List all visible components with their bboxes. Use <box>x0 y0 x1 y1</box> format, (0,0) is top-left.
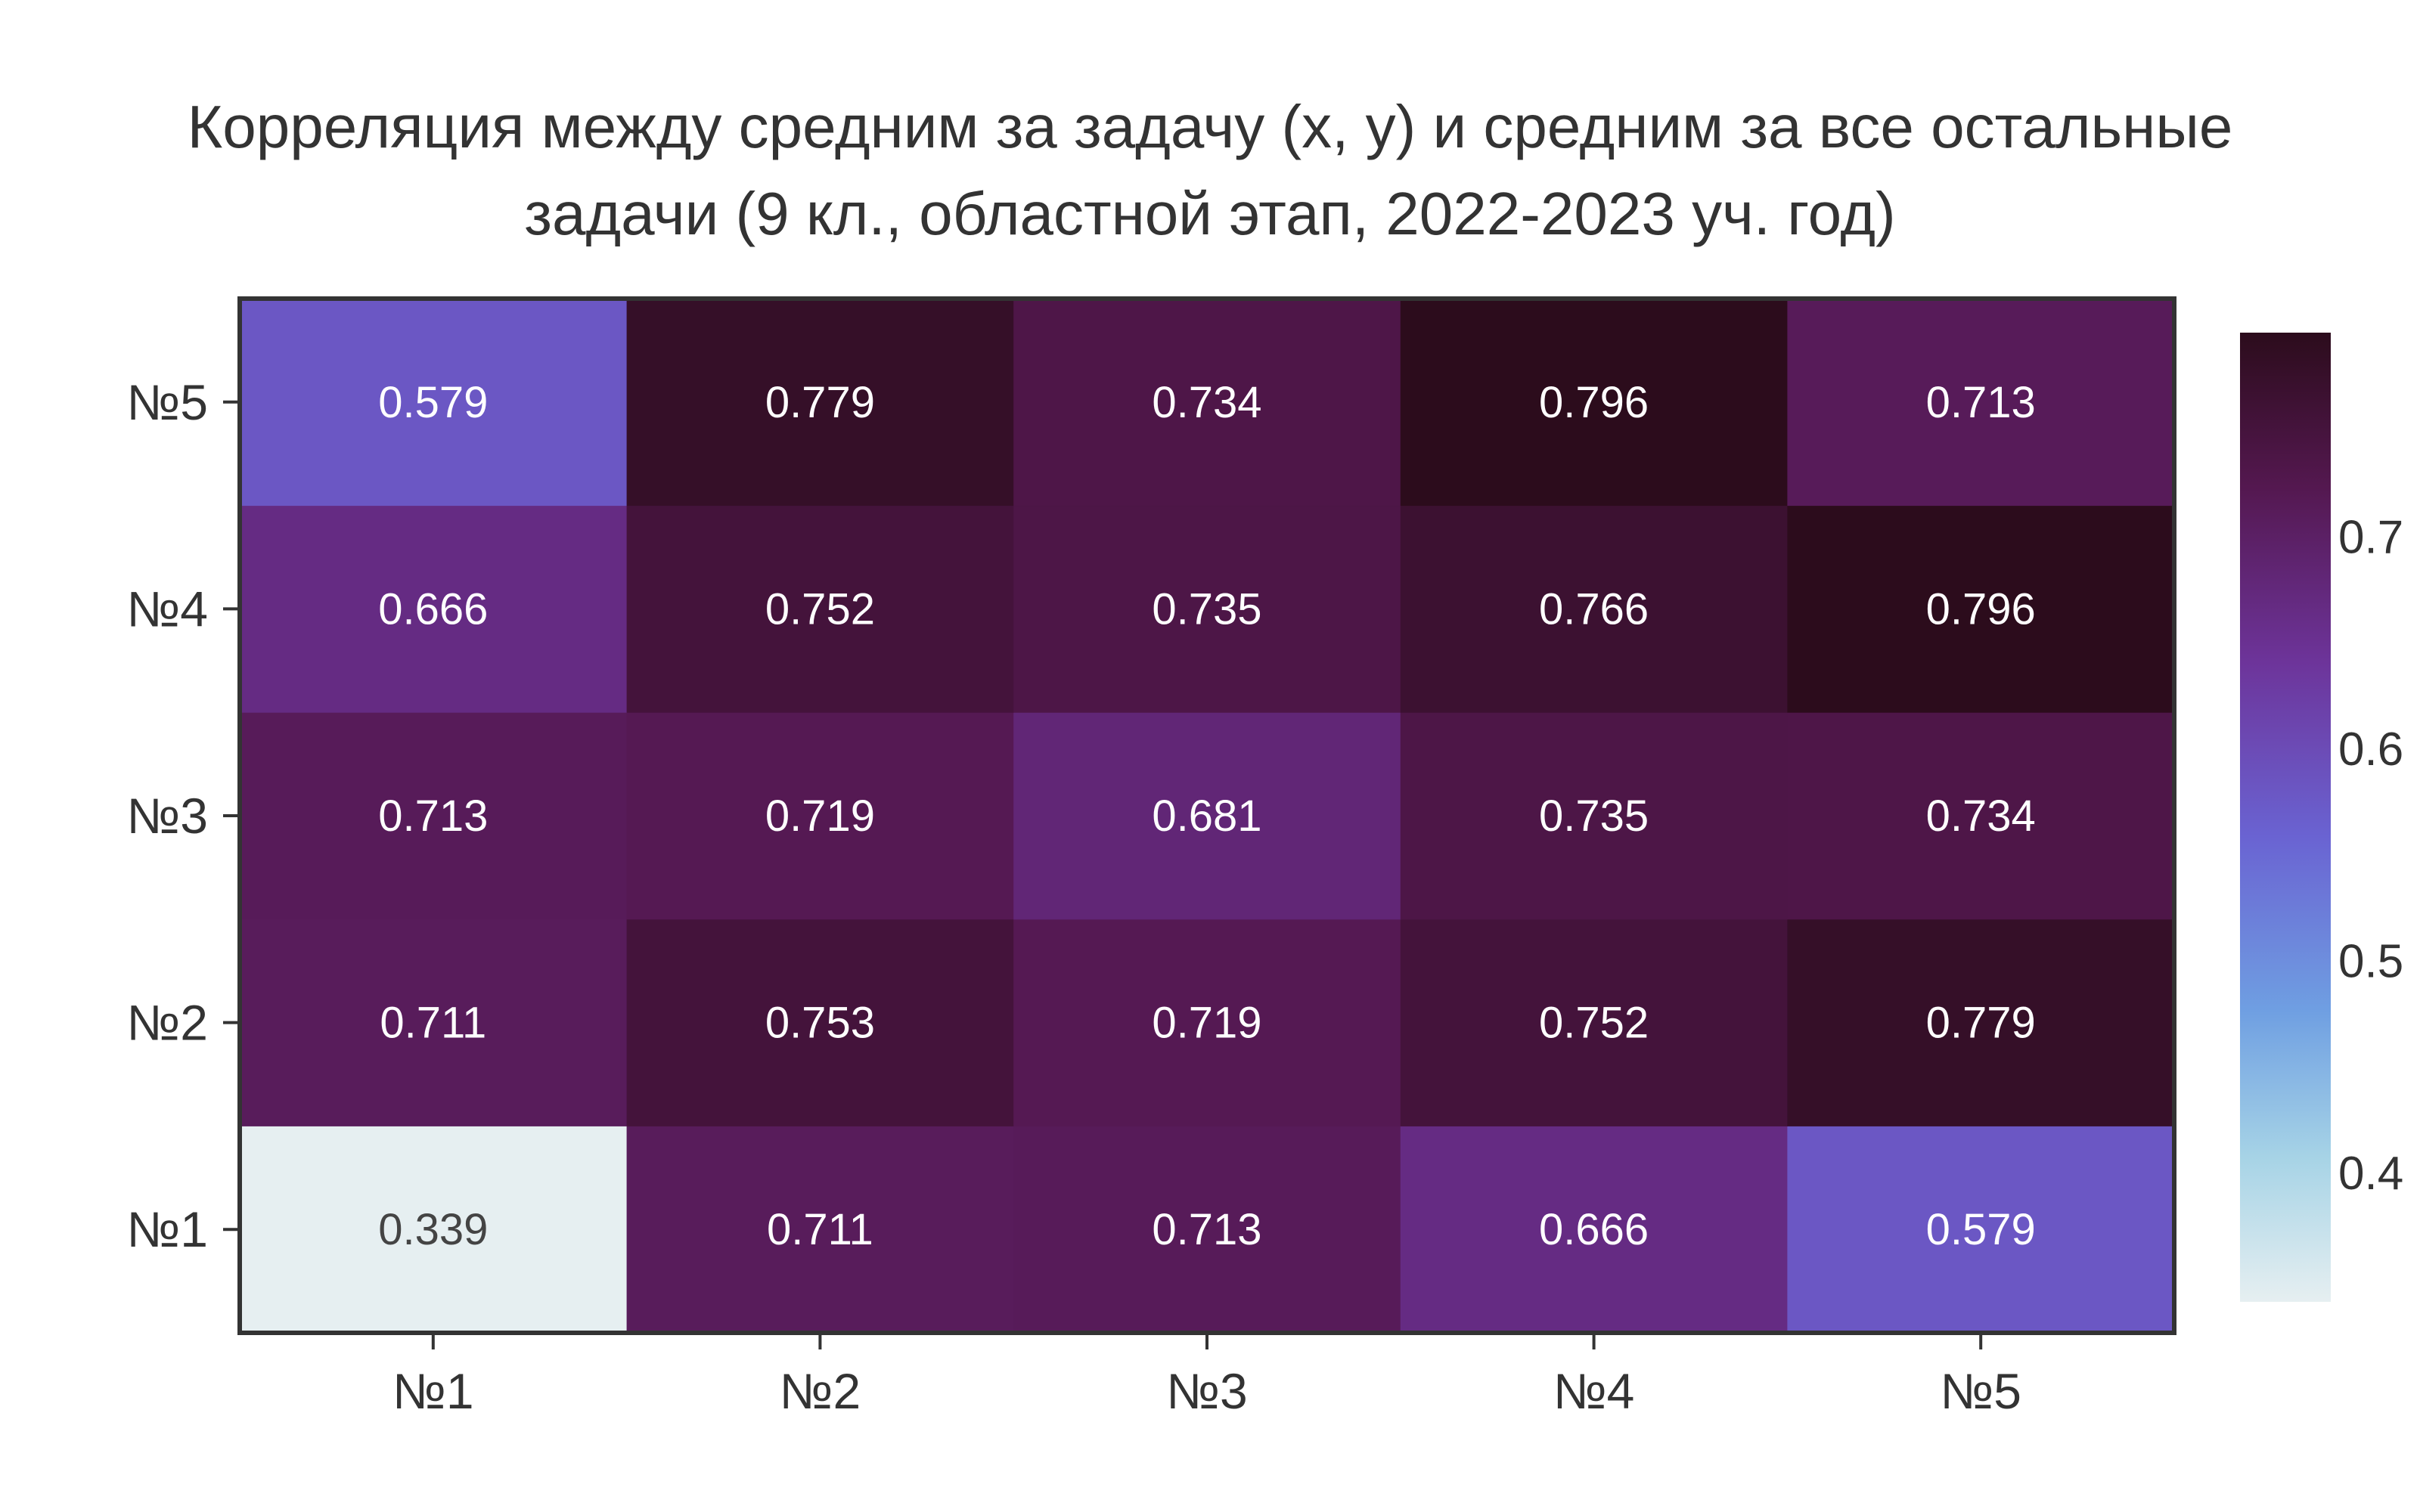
cell-value-label: 0.681 <box>1152 792 1261 841</box>
cell-value-label: 0.734 <box>1926 792 2036 841</box>
cell-value-label: 0.666 <box>1539 1205 1649 1254</box>
heatmap-cell <box>1787 919 2175 1126</box>
x-axis: №1 №2 №3 №4 №5 <box>392 1335 2021 1419</box>
heatmap-cell-labels: 0.339 0.711 0.713 0.666 0.579 0.711 0.753 0.719… <box>378 378 2036 1254</box>
cell-value-label: 0.752 <box>1539 999 1649 1048</box>
cell-value-label: 0.713 <box>378 792 488 841</box>
colorbar-ticks: 0.4 0.5 0.6 0.7 <box>2338 511 2403 1200</box>
x-tick-label: №2 <box>780 1363 861 1419</box>
plot-frame <box>237 296 2176 1335</box>
heatmap-cell <box>1400 1126 1788 1334</box>
colorbar <box>2240 333 2331 1302</box>
heatmap-cell <box>1400 712 1788 920</box>
x-tick-label: №5 <box>1940 1363 2021 1419</box>
chart-title-line-1: Корреляция между средним за задачу (x, y… <box>188 93 2233 160</box>
x-tick-label: №3 <box>1166 1363 1248 1419</box>
cell-value-label: 0.713 <box>1926 378 2036 427</box>
colorbar-tick-label: 0.5 <box>2338 935 2403 987</box>
heatmap-cell <box>626 712 1014 920</box>
cell-value-label: 0.711 <box>767 1205 873 1254</box>
cell-value-label: 0.796 <box>1539 378 1649 427</box>
heatmap-cell <box>240 505 628 713</box>
x-tick-label: №4 <box>1553 1363 1635 1419</box>
heatmap-cell <box>1400 299 1788 507</box>
cell-value-label: 0.735 <box>1539 792 1649 841</box>
heatmap-cell <box>626 1126 1014 1334</box>
heatmap-cell <box>1400 919 1788 1126</box>
cell-value-label: 0.719 <box>1152 999 1261 1048</box>
y-tick-label: №5 <box>126 374 208 430</box>
cell-value-label: 0.779 <box>1926 999 2036 1048</box>
y-axis: №1 №2 №3 №4 №5 <box>126 374 237 1257</box>
cell-value-label: 0.734 <box>1152 378 1261 427</box>
heatmap-cell <box>1787 1126 2175 1334</box>
cell-value-label: 0.579 <box>378 378 488 427</box>
y-tick-label: №4 <box>126 581 208 637</box>
x-tick-label: №1 <box>392 1363 474 1419</box>
heatmap-cell <box>1013 919 1401 1126</box>
heatmap-cell <box>626 919 1014 1126</box>
heatmap-cell <box>1013 1126 1401 1334</box>
cell-value-label: 0.719 <box>765 792 875 841</box>
heatmap-cell <box>240 1126 628 1334</box>
y-tick-label: №1 <box>126 1201 208 1257</box>
colorbar-tick-label: 0.7 <box>2338 511 2403 563</box>
cell-value-label: 0.752 <box>765 584 875 634</box>
heatmap-cell <box>626 505 1014 713</box>
heatmap-cell <box>1013 299 1401 507</box>
heatmap-cell <box>1013 712 1401 920</box>
heatmap-cell <box>1787 299 2175 507</box>
heatmap-cell <box>1787 505 2175 713</box>
chart-title-line-2: задачи (9 кл., областной этап, 2022-2023… <box>524 180 1895 247</box>
colorbar-tick-label: 0.6 <box>2338 723 2403 776</box>
chart-title: Корреляция между средним за задачу (x, y… <box>188 93 2233 247</box>
colorbar-tick-label: 0.4 <box>2338 1148 2403 1200</box>
heatmap-cell <box>240 919 628 1126</box>
cell-value-label: 0.339 <box>378 1205 488 1254</box>
cell-value-label: 0.753 <box>765 999 875 1048</box>
cell-value-label: 0.779 <box>765 378 875 427</box>
heatmap-cells <box>240 299 2175 1334</box>
heatmap-cell <box>240 712 628 920</box>
y-tick-label: №2 <box>126 995 208 1051</box>
cell-value-label: 0.735 <box>1152 584 1261 634</box>
cell-value-label: 0.579 <box>1926 1205 2036 1254</box>
cell-value-label: 0.666 <box>378 584 488 634</box>
y-tick-label: №3 <box>126 788 208 844</box>
cell-value-label: 0.713 <box>1152 1205 1261 1254</box>
heatmap-cell <box>1013 505 1401 713</box>
heatmap-cell <box>240 299 628 507</box>
heatmap-cell <box>1787 712 2175 920</box>
cell-value-label: 0.711 <box>380 999 486 1048</box>
heatmap-cell <box>626 299 1014 507</box>
heatmap-cell <box>1400 505 1788 713</box>
cell-value-label: 0.766 <box>1539 584 1649 634</box>
cell-value-label: 0.796 <box>1926 584 2036 634</box>
